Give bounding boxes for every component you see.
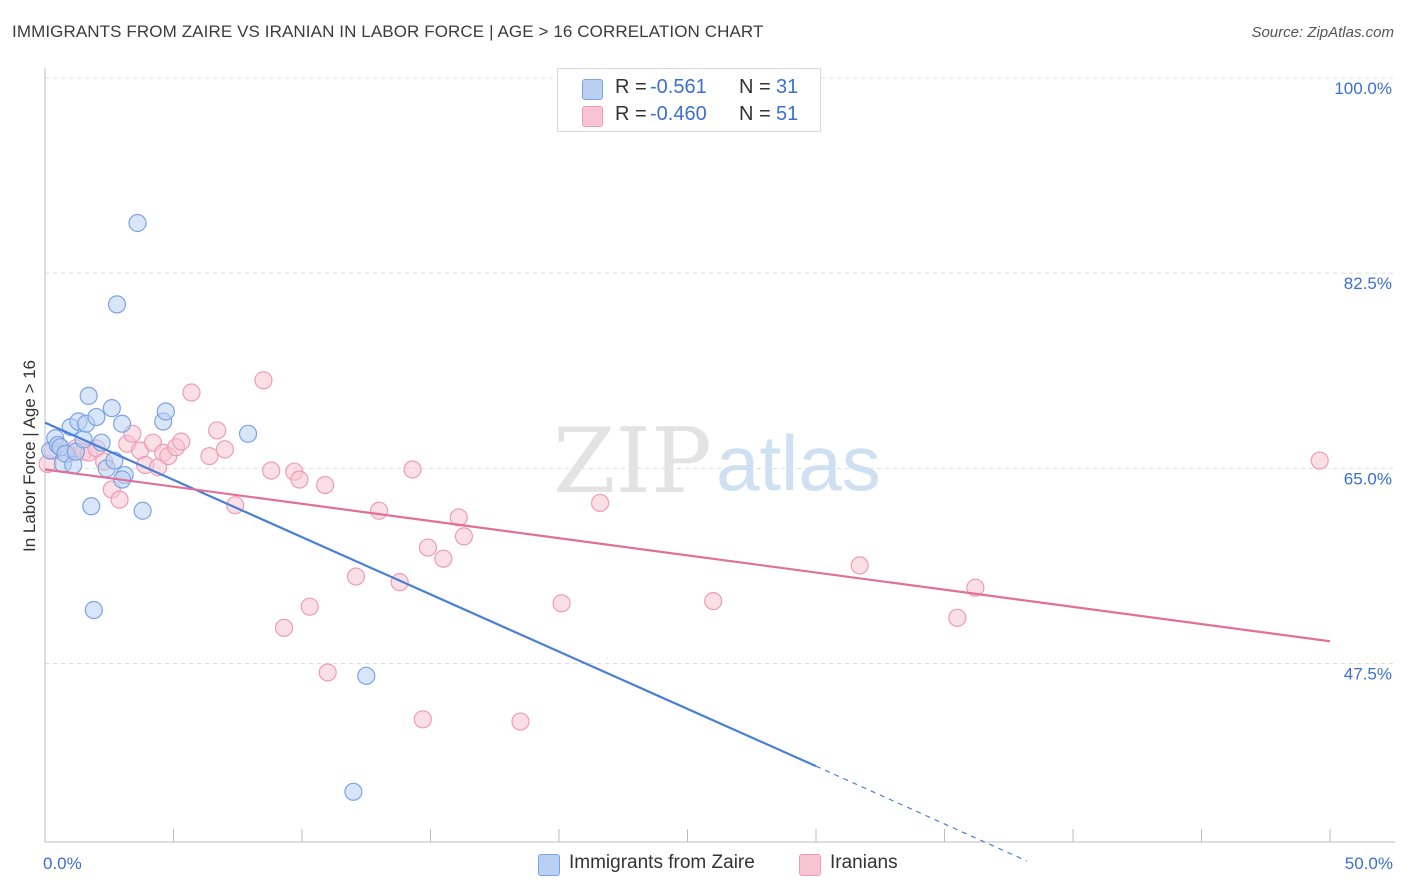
data-point: [591, 493, 610, 513]
watermark: ZIP atlas: [553, 409, 881, 514]
legend-n-label: N =: [739, 76, 771, 98]
legend-r-value: -0.561: [650, 76, 707, 98]
data-point: [84, 600, 103, 620]
data-point: [254, 371, 273, 390]
y-tick-label: 65.0%: [1344, 469, 1392, 488]
trend-line-extension: [815, 765, 1027, 862]
data-point: [966, 578, 985, 597]
legend-swatch-pink: [582, 106, 603, 127]
data-point: [300, 597, 319, 616]
watermark-atlas: atlas: [716, 419, 881, 507]
data-point: [316, 475, 335, 495]
bottom-legend-label: Immigrants from Zaire: [569, 852, 755, 873]
x-tick-label: 50.0%: [1345, 854, 1393, 873]
source-label: Source: ZipAtlas.com: [1251, 24, 1394, 41]
trend-line: [44, 468, 1331, 643]
legend-r-label: R =: [615, 76, 647, 98]
bottom-legend-swatch-blue: [538, 854, 560, 876]
data-point: [87, 407, 106, 427]
data-point: [133, 501, 152, 520]
data-point: [110, 490, 129, 509]
watermark-zip: ZIP: [553, 409, 712, 514]
correlation-legend: R = -0.561 N = 31 R = -0.460 N = 51: [557, 68, 821, 132]
data-point: [344, 782, 363, 801]
chart-title: IMMIGRANTS FROM ZAIRE VS IRANIAN IN LABO…: [12, 22, 764, 41]
grid-lines: [45, 77, 1395, 665]
legend-swatch-blue: [582, 79, 603, 100]
legend-n-value: 51: [776, 103, 799, 125]
series-iranians: [38, 371, 1329, 731]
data-point: [434, 549, 453, 568]
data-point: [79, 386, 98, 405]
data-point: [418, 538, 438, 557]
trend-lines: [44, 421, 1331, 862]
legend-n-label: N =: [739, 103, 771, 125]
data-point: [704, 591, 723, 611]
data-point: [215, 440, 234, 459]
data-point: [413, 710, 432, 729]
bottom-legend-label: Iranians: [830, 852, 898, 873]
data-point: [238, 424, 258, 443]
tick-labels: 47.5% 65.0% 82.5% 100.0% 0.0% 50.0%: [43, 79, 1393, 873]
data-point: [357, 666, 376, 685]
data-point: [107, 295, 127, 314]
y-tick-label: 47.5%: [1344, 665, 1392, 684]
data-point: [112, 414, 132, 433]
data-point: [102, 399, 121, 418]
data-point: [454, 527, 474, 546]
data-point: [346, 567, 366, 586]
legend-r-label: R =: [615, 103, 647, 125]
data-point: [290, 470, 309, 489]
data-point: [262, 461, 281, 480]
data-point: [1310, 451, 1329, 470]
y-tick-label: 100.0%: [1334, 79, 1392, 98]
data-point: [208, 421, 227, 440]
data-point: [948, 608, 967, 627]
data-point: [850, 556, 869, 575]
data-point: [370, 501, 389, 520]
legend-r-value: -0.460: [650, 103, 707, 125]
data-point: [172, 432, 191, 451]
data-point: [82, 497, 101, 516]
legend-n-value: 31: [776, 76, 799, 98]
data-point: [182, 383, 201, 402]
y-tick-label: 82.5%: [1344, 274, 1392, 293]
data-point: [318, 663, 337, 682]
trend-line: [44, 421, 817, 768]
data-point: [128, 213, 147, 233]
data-point: [274, 618, 294, 637]
bottom-legend-swatch-pink: [799, 854, 821, 876]
y-axis-label: In Labor Force | Age > 16: [20, 360, 39, 552]
data-point: [552, 594, 571, 613]
x-tick-label: 0.0%: [43, 854, 82, 873]
data-point: [156, 402, 175, 421]
data-point: [511, 712, 530, 731]
data-point: [200, 446, 219, 466]
data-point: [449, 508, 468, 527]
data-point: [403, 460, 422, 479]
